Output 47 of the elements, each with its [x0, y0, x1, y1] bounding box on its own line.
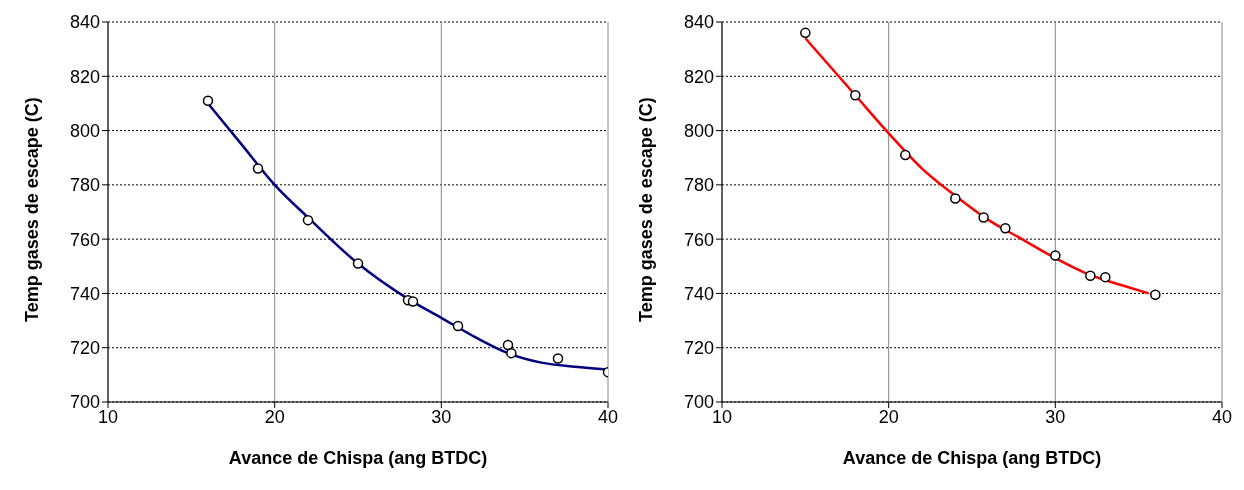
point	[800, 27, 811, 39]
point	[202, 95, 214, 106]
point	[850, 90, 861, 101]
y-tick-label: 820	[69, 66, 100, 87]
y-tick-label: 840	[683, 12, 714, 33]
y-tick-label: 800	[683, 120, 714, 141]
y-tick-label: 780	[683, 175, 714, 196]
point	[950, 193, 961, 204]
point	[552, 353, 564, 364]
point	[352, 258, 364, 269]
x-tick-label: 30	[1045, 406, 1066, 427]
y-tick-label: 800	[69, 120, 100, 141]
x-axis-title: Avance de Chispa (ang BTDC)	[842, 448, 1102, 468]
x-tick-label: 10	[711, 406, 733, 427]
y-tick-label: 840	[69, 12, 100, 33]
y-tick-label: 720	[69, 338, 100, 359]
y-axis-title: Temp gases de escape (C)	[22, 97, 43, 322]
x-tick-label: 20	[878, 406, 899, 427]
x-tick-label: 30	[431, 406, 452, 427]
y-tick-label: 700	[683, 392, 714, 413]
y-tick-label: 760	[683, 229, 714, 250]
point	[452, 320, 464, 332]
y-tick-label: 820	[683, 66, 714, 87]
point	[407, 296, 419, 307]
y-tick-label: 780	[69, 175, 100, 196]
x-tick-label: 40	[1211, 406, 1233, 427]
point	[978, 212, 989, 223]
y-axis-title: Temp gases de escape (C)	[636, 97, 657, 322]
point	[502, 339, 514, 351]
x-tick-label: 40	[597, 406, 619, 427]
point	[252, 163, 264, 174]
point	[900, 149, 911, 161]
x-axis-title: Avance de Chispa (ang BTDC)	[228, 448, 488, 468]
point	[1085, 270, 1096, 282]
x-tick-label: 20	[264, 406, 285, 427]
y-tick-label: 760	[69, 229, 100, 250]
point	[1100, 271, 1111, 283]
y-tick-label: 740	[683, 283, 714, 304]
point	[1150, 289, 1161, 301]
point	[1050, 250, 1061, 261]
y-tick-label: 720	[683, 338, 714, 359]
point	[302, 214, 314, 226]
y-tick-label: 700	[69, 392, 100, 413]
x-tick-label: 10	[97, 406, 119, 427]
point	[506, 347, 517, 359]
y-tick-label: 740	[69, 283, 100, 304]
point	[1000, 223, 1011, 234]
